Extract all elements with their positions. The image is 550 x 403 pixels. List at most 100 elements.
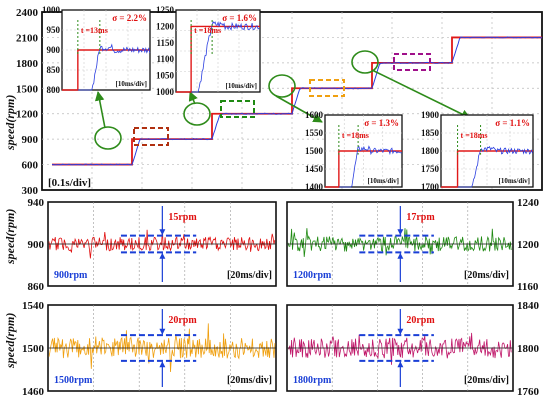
main-y-tick-label: 300 (22, 185, 39, 197)
inset-reference-line (441, 150, 533, 188)
ripple-time-scale-label: [20ms/div] (227, 270, 272, 281)
ripple-time-scale-label: [20ms/div] (227, 375, 272, 386)
ripple-time-scale-label: [20ms/div] (464, 375, 509, 386)
arrow-to-inset-900 (94, 91, 106, 129)
ripple-y-tick-label: 900 (28, 239, 45, 251)
inset-rise-time-label: t =18ms (461, 131, 488, 140)
ripple-panel-1500: 1540 1500 1460 20rpm 1500rpm [20ms/div] (22, 300, 277, 398)
step-circle-900 (94, 126, 122, 150)
main-y-tick-label: 1200 (16, 109, 39, 121)
ripple-speed-label: 1200rpm (293, 270, 332, 281)
main-y-ticks: 300 600 900 1200 1500 1800 2100 2400 (16, 7, 39, 197)
ripple-y-axis-label-upper: speed(rpm) (3, 209, 17, 265)
ripple-speed-label: 1500rpm (54, 375, 93, 386)
main-y-tick-label: 900 (22, 134, 39, 146)
inset-y-tick-label: 1850 (421, 128, 440, 138)
ripple-speed-signal (48, 323, 276, 373)
step-circle-1500 (268, 74, 296, 98)
inset-y-tick-label: 800 (47, 85, 61, 95)
inset-reference-line (62, 49, 150, 91)
ripple-y-axis-label-lower: speed(rpm) (3, 313, 17, 369)
inset-reference-line (176, 25, 260, 93)
zoom-box-900 (133, 127, 169, 146)
ripple-panel-1800: 1840 1800 1760 20rpm 1800rpm [20ms/div] (286, 300, 540, 398)
inset-y-tick-label: 850 (47, 65, 61, 75)
main-y-tick-label: 2400 (16, 7, 39, 19)
ripple-speed-signal (287, 332, 512, 365)
ripple-y-tick-label: 1240 (517, 197, 540, 209)
inset-time-scale-label: [10ms/div] (116, 80, 148, 88)
main-y-tick-label: 600 (22, 160, 39, 172)
inset-response-line (191, 20, 260, 93)
main-time-scale-label: [0.1s/div] (48, 177, 91, 189)
ripple-panel-900: 940 900 860 15rpm 900rpm [20ms/div] (28, 197, 277, 293)
inset-1500-step: 1400 1450 1500 1550 1600 σ = 1.3% t =18ms [10ms… (305, 110, 403, 192)
inset-y-tick-label: 1000 (42, 5, 61, 15)
ripple-amplitude-label: 17rpm (406, 212, 435, 223)
inset-rise-time-label: t =18ms (194, 26, 221, 35)
inset-y-tick-label: 950 (47, 25, 61, 35)
ripple-y-tick-label: 1760 (517, 386, 540, 398)
inset-rise-time-label: t =18ms (342, 131, 369, 140)
arrow-to-inset-1800 (371, 69, 471, 119)
inset-y-tick-label: 1550 (305, 128, 324, 138)
ripple-y-tick-label: 1460 (22, 386, 45, 398)
inset-y-tick-label: 1200 (156, 21, 175, 31)
inset-y-tick-label: 1250 (156, 5, 175, 15)
main-y-axis-label: speed(rpm) (3, 95, 17, 151)
inset-overshoot-label: σ = 2.2% (112, 13, 147, 23)
ripple-y-tick-label: 860 (28, 281, 45, 293)
ripple-panel-1200: 1240 1200 1160 17rpm 1200rpm [20ms/div] (286, 197, 540, 293)
inset-response-line (338, 145, 402, 188)
inset-y-tick-label: 1800 (421, 146, 440, 156)
ripple-amplitude-label: 20rpm (406, 315, 435, 326)
inset-1800-step: 1700 1750 1800 1850 1900 σ = 1.1% t =18ms [10ms… (421, 110, 534, 192)
inset-y-tick-label: 1000 (156, 87, 175, 97)
inset-y-tick-label: 1450 (305, 164, 324, 174)
inset-y-tick-label: 1600 (305, 110, 324, 120)
main-y-tick-label: 1800 (16, 58, 39, 70)
ripple-amplitude-label: 20rpm (168, 315, 197, 326)
ripple-y-tick-label: 1500 (22, 343, 45, 355)
inset-time-scale-label: [10ms/div] (368, 177, 400, 185)
ripple-time-scale-label: [20ms/div] (464, 270, 509, 281)
ripple-y-tick-label: 940 (28, 197, 45, 209)
inset-900-step: 800 850 900 950 1000 σ = 2.2% t =13ms [10ms/div… (42, 5, 151, 95)
zoom-box-1500 (309, 79, 345, 97)
reference-speed-line (52, 36, 542, 166)
inset-rise-time-label: t =13ms (81, 26, 108, 35)
ripple-speed-label: 900rpm (54, 270, 88, 281)
inset-y-tick-label: 1500 (305, 146, 324, 156)
inset-overshoot-label: σ = 1.1% (495, 118, 530, 128)
inset-y-tick-label: 1400 (305, 182, 324, 192)
ripple-y-tick-label: 1160 (517, 281, 539, 293)
inset-1200-step: 1000 1050 1100 1150 1200 1250 σ = 1.6%t =18ms [… (156, 5, 261, 97)
zoom-box-1200 (220, 100, 255, 118)
ripple-speed-signal (287, 228, 512, 257)
ripple-speed-signal (48, 228, 276, 259)
inset-time-scale-label: [10ms/div] (226, 82, 258, 90)
measured-speed-line (51, 36, 542, 166)
step-circle-1200 (183, 102, 211, 126)
inset-response-line (457, 145, 533, 188)
step-circle-1800 (351, 50, 379, 74)
ripple-y-tick-label: 1540 (22, 300, 45, 312)
inset-y-tick-label: 1150 (156, 38, 174, 48)
ripple-y-tick-label: 1200 (517, 239, 540, 251)
arrow-to-inset-1200 (188, 91, 198, 105)
inset-overshoot-label: σ = 1.6% (222, 13, 257, 23)
main-step-chart: 300 600 900 1200 1500 1800 2100 2400 speed(rpm)… (3, 7, 543, 197)
inset-y-tick-label: 1050 (156, 71, 175, 81)
arrow-to-inset-1500 (275, 95, 323, 123)
ripple-y-tick-label: 1840 (517, 300, 540, 312)
ripple-amplitude-label: 15rpm (168, 212, 197, 223)
inset-y-tick-label: 1700 (421, 182, 440, 192)
ripple-speed-label: 1800rpm (293, 375, 332, 386)
zoom-box-1800 (393, 53, 431, 71)
main-y-tick-label: 1500 (16, 83, 39, 95)
main-y-tick-label: 2100 (16, 32, 39, 44)
inset-y-tick-label: 900 (47, 45, 61, 55)
ripple-y-tick-label: 1800 (517, 343, 540, 355)
inset-y-tick-label: 1750 (421, 164, 440, 174)
